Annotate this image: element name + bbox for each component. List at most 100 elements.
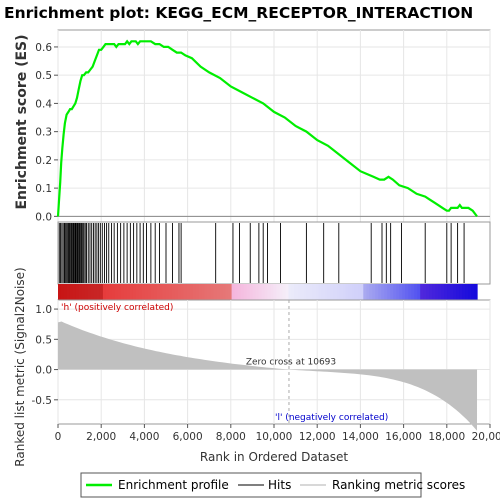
heat-bar-segment (105, 284, 110, 300)
heat-bar-segment (213, 284, 218, 300)
chart-title: Enrichment plot: KEGG_ECM_RECEPTOR_INTER… (4, 4, 473, 22)
es-y-tick-label: 0.1 (35, 183, 52, 195)
heat-bar-segment (60, 284, 65, 300)
heat-bar-segment (153, 284, 158, 300)
heat-bar-segment (342, 284, 346, 300)
heat-bar-segment (225, 284, 230, 300)
x-tick-label: 4,000 (129, 431, 159, 443)
metric-y-tick-label: -0.5 (32, 395, 53, 407)
heat-bar-segment (78, 284, 83, 300)
x-tick-label: 6,000 (173, 431, 203, 443)
heat-bar-segment (414, 284, 418, 300)
heat-bar-segment (81, 284, 86, 300)
heat-bar-segment (351, 284, 355, 300)
heat-bar-segment (273, 284, 278, 300)
heat-bar-segment (177, 284, 182, 300)
heat-bar-segment (123, 284, 128, 300)
heat-bar-segment (255, 284, 260, 300)
heat-bar-segment (183, 284, 188, 300)
heat-bar-segment (384, 284, 388, 300)
heat-bar-segment (348, 284, 352, 300)
es-y-axis-label: Enrichment score (ES) (14, 34, 30, 209)
heat-bar-segment (465, 284, 469, 300)
heat-bar-segment (432, 284, 436, 300)
heat-bar-segment (261, 284, 266, 300)
x-tick-label: 20,000 (472, 431, 500, 443)
heat-bar-segment (420, 284, 424, 300)
zero-cross-label: Zero cross at 10693 (246, 358, 336, 368)
x-tick-label: 14,000 (342, 431, 379, 443)
heat-bar-segment (63, 284, 68, 300)
x-ticks: 0 2,000 4,000 6,000 8,000 10,000 12,000 14,000 1… (55, 424, 500, 443)
es-y-tick-label: 0.6 (35, 42, 52, 54)
heat-bar-segment (129, 284, 134, 300)
metric-y-ticks: -0.5 0.0 0.5 1.0 (32, 304, 58, 407)
heat-bar-segment (231, 284, 236, 300)
heat-bar-segment (69, 284, 74, 300)
heat-bar-segment (339, 284, 343, 300)
heat-bar-segment (291, 284, 296, 300)
metric-y-tick-label: 0.5 (35, 334, 52, 346)
heat-bar-segment (165, 284, 170, 300)
x-tick-label: 0 (55, 431, 62, 443)
legend-label: Enrichment profile (118, 478, 229, 492)
heat-bar-segment (192, 284, 197, 300)
heat-bar-segment (201, 284, 206, 300)
es-y-tick-label: 0.3 (35, 127, 52, 139)
heat-bar-segment (471, 284, 475, 300)
heat-bar-segment (132, 284, 137, 300)
heat-bar-segment (168, 284, 173, 300)
es-y-ticks: 0.0 0.1 0.2 0.3 0.4 0.5 0.6 (35, 42, 58, 223)
heat-bar-segment (240, 284, 245, 300)
heat-bar-segment (309, 284, 314, 300)
heat-bar-segment (249, 284, 254, 300)
heat-bar-segment (93, 284, 98, 300)
heat-bar-segment (66, 284, 71, 300)
x-tick-label: 8,000 (216, 431, 246, 443)
heat-bar-segment (270, 284, 275, 300)
heat-bar-segment (162, 284, 167, 300)
heat-bar-segment (417, 284, 421, 300)
legend: Enrichment profile Hits Ranking metric sco… (80, 472, 465, 498)
x-tick-label: 10,000 (256, 431, 293, 443)
heat-bar-segment (333, 284, 337, 300)
positive-label: 'h' (positively correlated) (61, 303, 173, 313)
metric-y-axis-label: Ranked list metric (Signal2Noise) (13, 267, 27, 466)
x-tick-label: 16,000 (385, 431, 422, 443)
ranking-heat-bar (58, 284, 478, 300)
heat-bar-segment (216, 284, 221, 300)
heat-bar-segment (426, 284, 430, 300)
heat-bar-segment (159, 284, 164, 300)
es-y-tick-label: 0.2 (35, 155, 52, 167)
x-axis-label: Rank in Ordered Dataset (200, 450, 348, 464)
heat-bar-segment (444, 284, 448, 300)
heat-bar-segment (234, 284, 239, 300)
heat-bar-segment (321, 284, 325, 300)
heat-bar-segment (141, 284, 146, 300)
heat-bar-segment (237, 284, 242, 300)
heat-bar-segment (222, 284, 227, 300)
heat-bar-segment (285, 284, 290, 300)
es-y-tick-label: 0.0 (35, 211, 52, 223)
heat-bar-segment (135, 284, 140, 300)
heat-bar-segment (72, 284, 77, 300)
x-tick-label: 12,000 (299, 431, 336, 443)
heat-bar-segment (435, 284, 439, 300)
heat-bar-segment (276, 284, 281, 300)
negative-label: 'l' (negatively correlated) (275, 413, 388, 423)
enrichment-profile-line (56, 39, 478, 218)
heat-bar-segment (99, 284, 104, 300)
heat-bar-segment (58, 284, 62, 300)
heat-bar-segment (279, 284, 284, 300)
heat-bar-segment (207, 284, 212, 300)
heat-bar-segment (462, 284, 466, 300)
heat-bar-segment (405, 284, 409, 300)
hits-group (58, 223, 465, 283)
heat-bar-segment (357, 284, 361, 300)
heat-bar-segment (375, 284, 379, 300)
heat-bar-segment (147, 284, 152, 300)
heat-bar-segment (264, 284, 269, 300)
heat-bar-segment (429, 284, 433, 300)
heat-bar-segment (228, 284, 233, 300)
